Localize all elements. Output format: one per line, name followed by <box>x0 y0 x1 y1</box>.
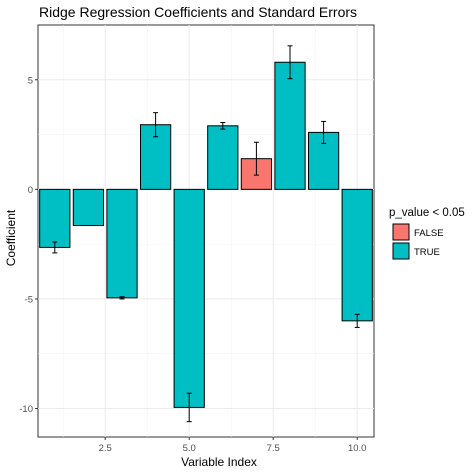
legend-title: p_value < 0.05 <box>389 207 465 219</box>
bars <box>39 61 373 408</box>
legend-label-true: TRUE <box>414 247 440 258</box>
bar <box>274 61 306 190</box>
x-axis: 2.5 5.0 7.5 10.0 <box>99 437 367 454</box>
bar <box>39 188 71 248</box>
y-tick-label: -5 <box>25 294 33 305</box>
bar <box>106 188 138 299</box>
x-tick-label: 5.0 <box>183 443 196 454</box>
y-axis: -10 -5 0 5 <box>19 75 38 415</box>
bar <box>341 188 373 322</box>
plot-panel <box>37 24 375 438</box>
y-tick-label: -10 <box>19 404 33 415</box>
chart-title: Ridge Regression Coefficients and Standa… <box>39 4 357 20</box>
legend-key-false <box>392 223 410 241</box>
y-axis-label: Coefficient <box>4 209 18 266</box>
legend: p_value < 0.05 FALSE TRUE <box>389 207 465 260</box>
bar <box>173 188 205 408</box>
bar <box>207 125 239 190</box>
x-tick-label: 7.5 <box>267 443 280 454</box>
y-tick-label: 0 <box>28 185 33 196</box>
legend-label-false: FALSE <box>414 228 444 239</box>
x-tick-label: 2.5 <box>99 443 112 454</box>
x-axis-label: Variable Index <box>181 455 257 469</box>
legend-key-true <box>392 242 410 260</box>
y-tick-label: 5 <box>28 75 33 86</box>
x-tick-label: 10.0 <box>348 443 367 454</box>
bar <box>72 188 105 227</box>
error-bars <box>52 45 360 423</box>
